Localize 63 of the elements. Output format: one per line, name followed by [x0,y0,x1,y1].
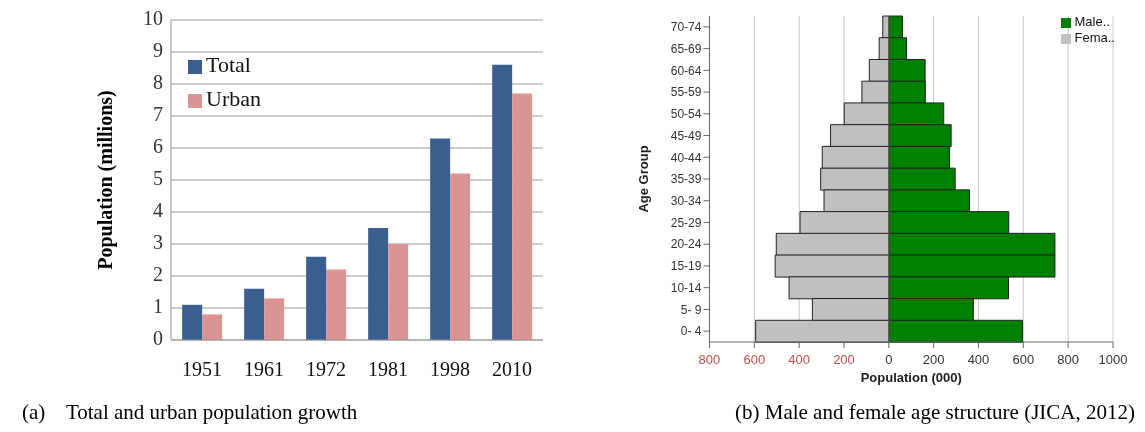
bar [182,304,203,340]
x-tick-label: 0 [885,352,893,367]
x-tick-label: 1998 [430,358,470,381]
y-tick-label: 7 [152,103,163,125]
y-tick-label: 0 [152,327,163,349]
x-tick-label: 1972 [305,358,346,381]
legend-label: Total [206,52,251,77]
bar [388,244,409,340]
text: (a) Total and urban population growth [21,400,359,425]
x-tick-label: 400 [967,352,990,367]
bar [326,269,347,340]
bar [202,314,223,340]
bar [512,93,533,340]
x-tick-label: 1961 [243,358,284,381]
x-tick-label: 1981 [367,358,408,381]
x-tick-label: 600 [743,352,766,367]
y-tick-label: 10 [142,7,163,29]
y-tick-label: 55-59 [670,85,702,100]
x-tick-label: 600 [1012,352,1035,367]
x-tick-label: 200 [833,352,855,367]
y-tick-label: 35-39 [670,172,702,187]
y-tick-label: 5- 9 [680,302,702,317]
y-tick-label: 2 [152,263,163,285]
y-tick-label: 20-24 [670,237,702,252]
y-tick-label: 30-34 [670,193,702,208]
text: (b) Male and female age structure (JICA, 2012) [734,400,1135,425]
y-tick-label: 8 [152,71,163,93]
y-axis-title: Population (millions) [94,90,118,270]
y-tick-label: 15-19 [670,259,702,274]
x-axis-title: Population (000) [860,370,962,385]
y-tick-label: 10-14 [670,280,702,295]
y-tick-label: 3 [152,231,163,253]
x-tick-label: 1000 [1098,352,1128,367]
y-tick-label: 4 [152,199,163,221]
y-tick-label: 65-69 [670,41,702,56]
x-tick-label: 2010 [492,358,532,381]
y-tick-label: 40-44 [670,150,702,165]
y-tick-label: 70-74 [670,20,702,35]
bar [430,138,451,340]
bar [450,173,471,340]
y-tick-label: 6 [152,135,163,157]
y-tick-label: 9 [152,39,163,61]
y-tick-label: 45-49 [670,128,702,143]
y-tick-label: 0- 4 [680,324,702,339]
y-tick-label: 5 [152,167,163,189]
bar [264,298,285,340]
y-axis-title: Age Group [636,145,652,213]
y-tick-label: 25-29 [670,215,702,230]
legend-label: Fema.. [1074,30,1115,45]
x-tick-label: 800 [1057,352,1080,367]
legend-label: Male.. [1074,14,1110,29]
x-tick-label: 800 [698,352,721,367]
bar [368,228,389,340]
legend-label: Urban [206,86,261,111]
y-tick-label: 60-64 [670,63,702,78]
x-tick-label: 400 [788,352,810,367]
x-tick-label: 200 [922,352,945,367]
bar [306,256,327,340]
bar [492,64,513,340]
bar [244,288,265,340]
y-tick-label: 50-54 [670,107,702,122]
x-tick-label: 1951 [181,358,222,381]
y-tick-label: 1 [152,295,163,317]
